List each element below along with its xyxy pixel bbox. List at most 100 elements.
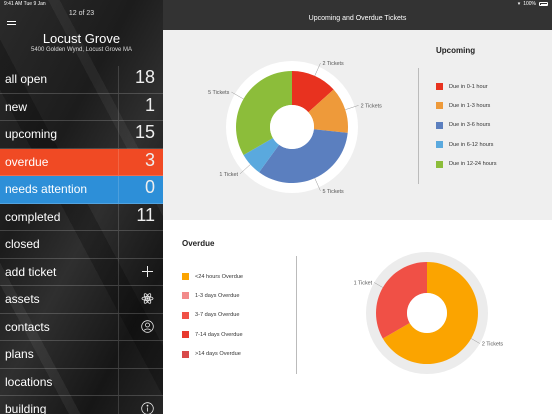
legend-swatch xyxy=(436,141,443,149)
slice-data-label: 2 Tickets xyxy=(322,61,344,67)
sidebar-item-assets[interactable]: assets xyxy=(0,286,163,314)
sidebar-item-label: needs attention xyxy=(5,182,88,196)
slice-data-label: 2 Tickets xyxy=(482,342,504,348)
legend-label: 3-7 days Overdue xyxy=(195,312,240,319)
contact-icon xyxy=(141,319,154,333)
slice-data-label: 5 Tickets xyxy=(322,189,344,195)
legend-label: >14 days Overdue xyxy=(195,351,241,358)
sidebar-item-label: plans xyxy=(5,347,34,361)
atom-icon xyxy=(141,292,154,305)
sidebar-item-label: assets xyxy=(5,292,40,306)
sidebar-item-count: 0 xyxy=(144,177,155,197)
sidebar-item-all-open[interactable]: all open 18 xyxy=(0,66,163,94)
sidebar-item-count: 11 xyxy=(136,204,155,225)
overdue-donut-chart: 2 Tickets 1 Ticket xyxy=(354,252,504,374)
legend-label: Due in 3-6 hours xyxy=(449,122,491,129)
legend-label: Due in 6-12 hours xyxy=(449,141,494,148)
sidebar-item-label: upcoming xyxy=(5,127,58,141)
sidebar-item-count: 18 xyxy=(134,67,155,87)
legend-item: 1-3 days Overdue xyxy=(182,291,292,310)
donut-slice[interactable] xyxy=(292,71,334,113)
donut-slice[interactable] xyxy=(243,138,280,173)
upcoming-panel: 2 Tickets 2 Tickets 5 Tickets 1 Ticket 5 Tic… xyxy=(163,30,552,220)
sidebar-item-add-ticket[interactable]: add ticket xyxy=(0,258,163,286)
legend-label: Due in 12-24 hours xyxy=(449,161,497,168)
donut-hole xyxy=(407,293,447,333)
legend-item: Due in 0-1 hour xyxy=(436,82,546,101)
slice-data-label: 1 Ticket xyxy=(354,281,373,287)
wifi-icon: ▾ xyxy=(517,1,521,7)
legend-item: 3-7 days Overdue xyxy=(182,311,292,330)
legend-swatch xyxy=(182,331,189,339)
sidebar-item-closed[interactable]: closed xyxy=(0,231,163,259)
legend-swatch xyxy=(182,350,189,358)
menu-icon[interactable] xyxy=(7,21,16,27)
sidebar-item-locations[interactable]: locations xyxy=(0,368,163,396)
status-bar: 9:41 AM Tue 9 Jan ▾ 100% xyxy=(0,0,552,8)
legend-swatch xyxy=(182,292,189,300)
divider xyxy=(418,68,419,184)
legend-swatch xyxy=(436,102,443,110)
legend-item: >14 days Overdue xyxy=(182,350,292,369)
leader-line xyxy=(374,282,383,288)
legend-item: Due in 3-6 hours xyxy=(436,121,546,140)
plus-icon xyxy=(141,265,154,278)
sidebar-item-plans[interactable]: plans xyxy=(0,341,163,369)
slice-data-label: 1 Ticket xyxy=(219,172,238,178)
legend-swatch xyxy=(436,160,443,168)
leader-line xyxy=(239,164,251,175)
leader-line xyxy=(314,62,321,76)
sidebar-item-label: add ticket xyxy=(5,264,57,279)
battery-percent: 100% xyxy=(523,1,536,7)
slice-data-label: 2 Tickets xyxy=(361,103,383,109)
legend-item: Due in 12-24 hours xyxy=(436,160,546,179)
sidebar-item-completed[interactable]: completed 11 xyxy=(0,203,163,231)
sidebar-item-building[interactable]: building xyxy=(0,396,163,414)
sidebar-item-needs-attention[interactable]: needs attention 0 xyxy=(0,176,163,204)
sidebar-item-label: closed xyxy=(5,237,40,251)
status-right: ▾ 100% xyxy=(518,1,548,7)
donut-slice[interactable] xyxy=(259,129,348,183)
overdue-panel: Overdue <24 hours Overdue 1-3 days Overdu… xyxy=(163,220,552,414)
site-address: 5400 Golden Wynd, Locust Grove MA xyxy=(31,47,132,53)
donut-slice[interactable] xyxy=(382,262,478,364)
donut-slice[interactable] xyxy=(236,71,292,155)
sidebar-item-new[interactable]: new 1 xyxy=(0,93,163,121)
sidebar-item-label: overdue xyxy=(5,154,49,169)
sidebar-item-label: locations xyxy=(5,374,53,389)
header-bar: Upcoming and Overdue Tickets xyxy=(163,0,552,30)
donut-slice[interactable] xyxy=(376,262,427,339)
sidebar-header: 12 of 23 Locust Grove 5400 Golden Wynd, … xyxy=(0,0,163,66)
donut-slice[interactable] xyxy=(308,89,348,133)
donut-hole xyxy=(270,105,314,149)
leader-line xyxy=(231,91,244,100)
sidebar-item-label: new xyxy=(5,99,28,114)
pager-label: 12 of 23 xyxy=(68,10,95,17)
upcoming-legend: Due in 0-1 hour Due in 1-3 hours Due in 3-… xyxy=(436,82,546,179)
sidebar-item-label: contacts xyxy=(5,319,50,334)
legend-swatch xyxy=(436,83,443,90)
legend-label: 7-14 days Overdue xyxy=(195,331,243,338)
sidebar-nav: all open 18 new 1 upcoming 15 overdue 3 … xyxy=(0,66,163,414)
legend-label: 1-3 days Overdue xyxy=(195,292,240,299)
overdue-legend: <24 hours Overdue 1-3 days Overdue 3-7 day… xyxy=(182,272,292,369)
site-name: Locust Grove xyxy=(42,31,121,46)
legend-item: Due in 6-12 hours xyxy=(436,140,546,159)
leader-line xyxy=(471,338,480,344)
slice-data-label: 5 Tickets xyxy=(208,90,230,96)
main-content: Upcoming and Overdue Tickets 2 Tickets 2 … xyxy=(163,0,552,414)
sidebar-item-count: 15 xyxy=(134,122,155,142)
upcoming-legend-title: Upcoming xyxy=(436,46,476,55)
upcoming-donut-chart: 2 Tickets 2 Tickets 5 Tickets 1 Ticket 5 Tic… xyxy=(208,61,383,195)
sidebar-item-contacts[interactable]: contacts xyxy=(0,313,163,341)
legend-swatch xyxy=(182,273,189,280)
sidebar-item-upcoming[interactable]: upcoming 15 xyxy=(0,121,163,149)
sidebar-item-count: 1 xyxy=(144,94,155,115)
page-title: Upcoming and Overdue Tickets xyxy=(308,15,407,22)
sidebar-item-label: all open xyxy=(5,72,48,86)
divider xyxy=(296,256,297,374)
legend-item: <24 hours Overdue xyxy=(182,272,292,291)
sidebar-item-overdue[interactable]: overdue 3 xyxy=(0,148,163,176)
legend-label: <24 hours Overdue xyxy=(195,273,244,280)
sidebar-item-label: completed xyxy=(5,209,61,224)
